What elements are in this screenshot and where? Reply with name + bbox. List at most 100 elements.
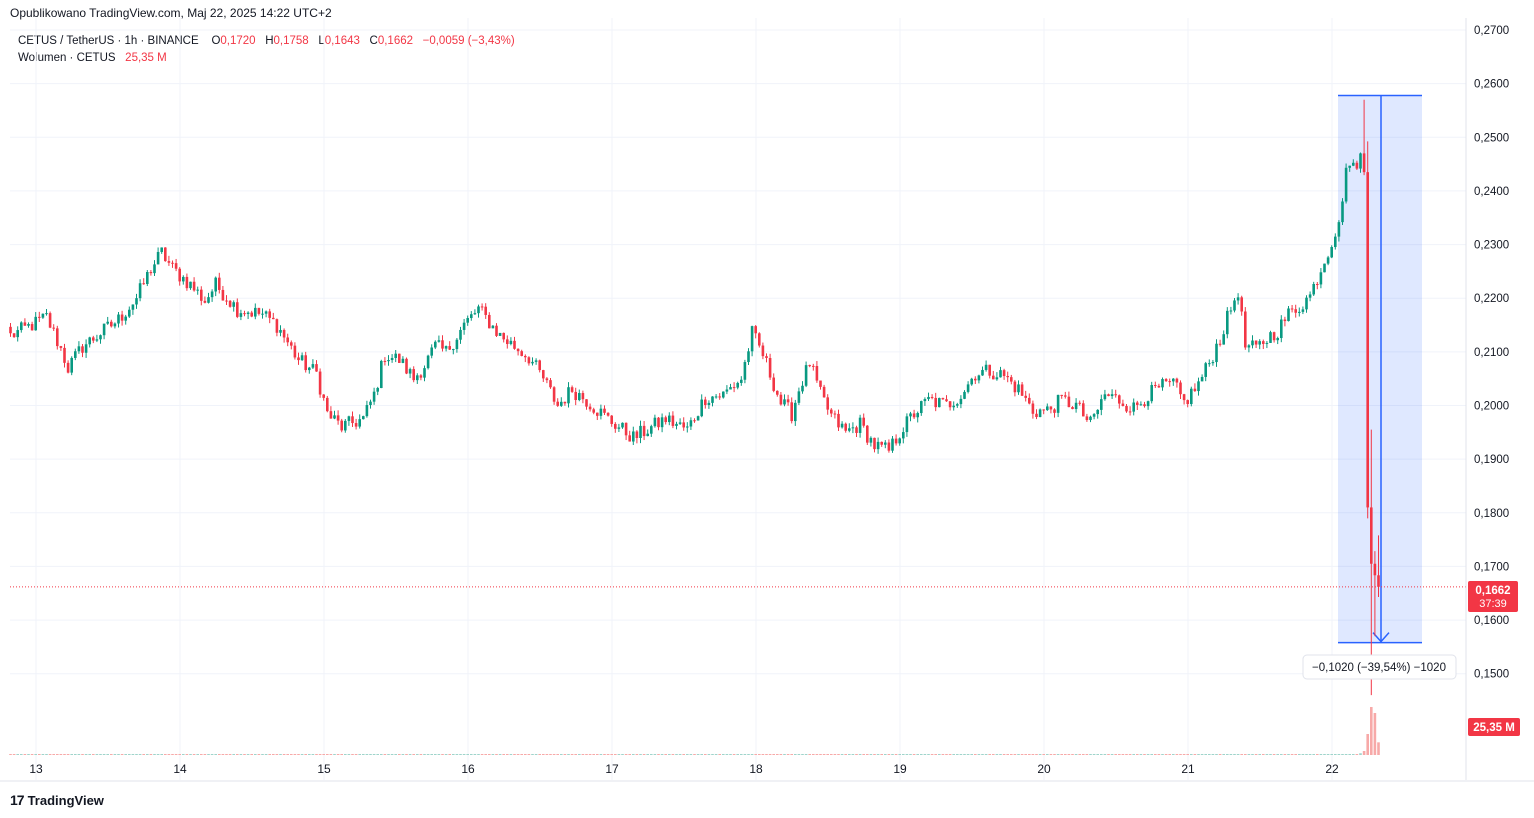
candle-body [1370,507,1373,564]
candle-body [682,422,685,428]
volume-bar [286,754,289,755]
candle-body [462,322,466,330]
volume-bar [1348,754,1351,755]
volume-bar [830,754,833,755]
candle-body [894,438,898,444]
volume-bar [218,754,221,755]
candle-body [182,276,185,282]
y-tick-label: 0,2300 [1474,240,1509,252]
candle-body [1312,284,1315,295]
volume-bar [923,754,927,755]
candle-body [146,272,149,284]
candle-body [1031,403,1035,414]
candle-body [437,340,441,342]
candle-body [45,313,48,315]
candle-body [189,281,192,289]
volume-bar [110,754,113,755]
volume-bar [1355,754,1359,755]
volume-bar [1136,754,1139,755]
volume-bar [797,754,801,755]
volume-bar [1010,754,1013,755]
candle-body [952,405,955,408]
low-label: L [318,35,325,47]
volume-bar [120,754,124,755]
volume-bar [1132,754,1135,755]
candle-body [797,391,801,403]
candle-body [531,361,534,364]
candle-body [898,438,901,444]
candle-body [1301,309,1305,312]
volume-bar [1168,754,1171,755]
volume-bar [927,754,930,755]
candle-body [290,342,293,346]
volume-bar [84,754,88,755]
candle-body [1326,257,1330,264]
y-tick-label: 0,2100 [1474,347,1509,359]
candle-body [473,313,477,315]
candle-body [398,353,401,363]
volume-bar [801,754,804,755]
candle-body [416,375,419,381]
candle-body [736,382,739,388]
candle-body [790,402,793,422]
volume-bar [794,754,797,755]
measure-range-fill[interactable] [1338,95,1422,643]
volume-bar [1362,751,1366,755]
candle-body [1251,340,1254,346]
y-tick-label: 0,2400 [1474,186,1509,198]
candle-body [718,396,721,398]
candle-body [282,329,286,338]
candle-body [434,341,437,348]
volume-bar [956,754,959,755]
volume-bar [1085,754,1089,755]
candle-body [1226,310,1229,335]
candle-body [257,307,261,314]
candle-body [862,417,865,426]
candle-body [678,422,682,424]
volume-bar [902,754,905,755]
volume-bar [660,754,664,755]
volume-bar [63,754,66,755]
candle-body [830,409,833,414]
candle-body [174,263,178,269]
candle-body [732,387,736,389]
volume-bar [1215,754,1218,755]
volume-bar [549,754,552,755]
volume-bar [790,754,793,755]
volume-bar [243,754,246,755]
candle-body [722,391,725,398]
candle-body [1017,384,1020,393]
candle-body [128,309,131,317]
candle-body [1172,378,1175,382]
candle-body [369,401,372,406]
volume-bar [254,754,257,755]
volume-bar [858,754,862,755]
candle-body [293,345,297,358]
volume-bar [642,754,646,755]
candle-body [851,427,855,429]
volume-bar [894,754,898,755]
candle-body [1244,311,1247,348]
candle-body [203,300,207,303]
volume-bar [1150,754,1153,755]
volume-bar [1182,754,1186,755]
candle-body [509,340,513,345]
measure-tool[interactable] [1338,94,1422,644]
candle-body [1092,414,1096,417]
candle-body [887,442,891,451]
volume-bar [1287,754,1290,755]
volume-bar [945,754,948,755]
candle-body [48,313,52,328]
volume-bar [524,754,527,755]
tradingview-brand[interactable]: 17 TradingView [10,792,104,808]
volume-bar [880,754,883,755]
volume-bar [1226,754,1229,755]
candle-body [1334,236,1337,248]
volume-bar [1179,754,1182,755]
volume-bar [275,754,279,755]
candle-body [1348,165,1351,168]
volume-bar [668,754,671,755]
volume-bar [628,754,631,755]
volume-bar [30,754,34,755]
